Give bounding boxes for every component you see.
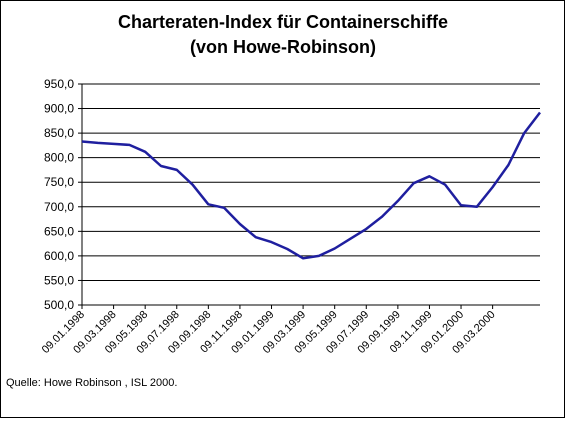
chart-subtitle: (von Howe-Robinson) xyxy=(190,37,376,57)
y-tick-label: 900,0 xyxy=(44,102,74,116)
data-line xyxy=(81,111,541,260)
chart-title: Charteraten-Index für Containerschiffe xyxy=(118,12,448,32)
y-tick-label: 950,0 xyxy=(44,77,74,91)
y-tick-label: 550,0 xyxy=(44,273,74,287)
source-note: Quelle: Howe Robinson , ISL 2000. xyxy=(6,377,177,389)
y-tick-label: 750,0 xyxy=(44,175,74,189)
y-tick-label: 800,0 xyxy=(44,151,74,165)
y-tick-label: 850,0 xyxy=(44,126,74,140)
y-tick-label: 600,0 xyxy=(44,249,74,263)
y-tick-label: 650,0 xyxy=(44,224,74,238)
y-tick-label: 700,0 xyxy=(44,200,74,214)
y-tick-label: 500,0 xyxy=(44,298,74,312)
